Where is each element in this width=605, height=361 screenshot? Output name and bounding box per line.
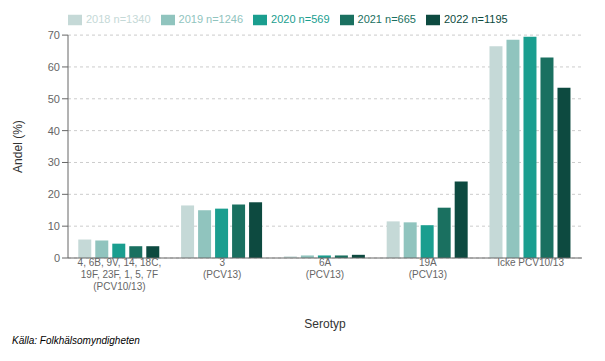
html-text:2022 n=1195: 2022 n=1195 <box>443 13 508 25</box>
svg-text:4, 6B, 9V, 14, 18C,19F, 23F, 1: 4, 6B, 9V, 14, 18C,19F, 23F, 1, 5, 7F(PC… <box>78 257 162 292</box>
svg-text:6A(PCV13): 6A(PCV13) <box>306 257 344 280</box>
svg-text:19A(PCV13): 19A(PCV13) <box>409 257 447 280</box>
svg-text:0: 0 <box>54 252 60 264</box>
svg-text:Serotyp: Serotyp <box>304 317 346 331</box>
html-text:2021 n=665: 2021 n=665 <box>357 13 416 25</box>
svg-text:3(PCV13): 3(PCV13) <box>203 257 241 280</box>
svg-text:70: 70 <box>48 29 60 41</box>
svg-text:50: 50 <box>48 93 60 105</box>
svg-text:40: 40 <box>48 125 60 137</box>
svg-text:10: 10 <box>48 220 60 232</box>
svg-text:Icke PCV10/13: Icke PCV10/13 <box>497 257 564 268</box>
html-text:2020 n=569: 2020 n=569 <box>271 13 330 25</box>
svg-text:60: 60 <box>48 61 60 73</box>
svg-text:20: 20 <box>48 188 60 200</box>
html-text:2019 n=1246: 2019 n=1246 <box>178 13 244 25</box>
svg-text:Andel (%): Andel (%) <box>11 120 25 173</box>
svg-text:30: 30 <box>48 156 60 168</box>
html-text:Källa: Folkhälsomyndigheten: Källa: Folkhälsomyndigheten <box>12 335 140 346</box>
html-text:2018 n=1340: 2018 n=1340 <box>86 13 151 25</box>
